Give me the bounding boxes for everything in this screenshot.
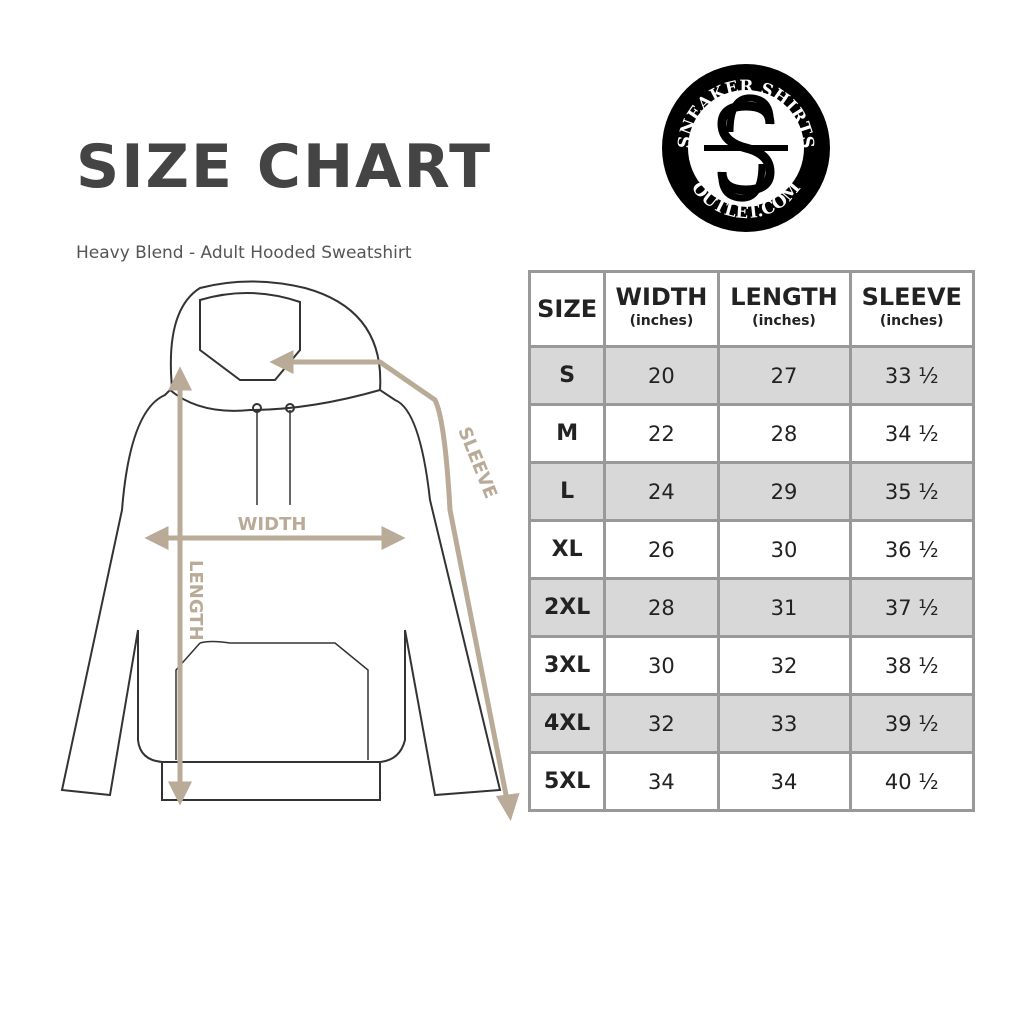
header-sleeve: SLEEVE (inches) bbox=[848, 270, 976, 348]
width-cell: 26 bbox=[603, 519, 720, 580]
sleeve-cell: 38 ½ bbox=[848, 635, 976, 696]
table-row: 3XL 30 32 38 ½ bbox=[527, 635, 976, 696]
size-cell: S bbox=[527, 345, 607, 406]
width-cell: 22 bbox=[603, 403, 720, 464]
length-cell: 30 bbox=[716, 519, 852, 580]
length-cell: 29 bbox=[716, 461, 852, 522]
table-row: 2XL 28 31 37 ½ bbox=[527, 577, 976, 638]
sleeve-cell: 33 ½ bbox=[848, 345, 976, 406]
width-cell: 34 bbox=[603, 751, 720, 812]
size-cell: XL bbox=[527, 519, 607, 580]
sleeve-cell: 34 ½ bbox=[848, 403, 976, 464]
table-row: L 24 29 35 ½ bbox=[527, 461, 976, 522]
size-cell: 3XL bbox=[527, 635, 607, 696]
width-label: WIDTH bbox=[238, 514, 307, 535]
table-row: 4XL 32 33 39 ½ bbox=[527, 693, 976, 754]
header-width: WIDTH (inches) bbox=[603, 270, 720, 348]
table-row: M 22 28 34 ½ bbox=[527, 403, 976, 464]
product-subtitle: Heavy Blend - Adult Hooded Sweatshirt bbox=[76, 243, 412, 263]
table-header-row: SIZE WIDTH (inches) LENGTH (inches) SLEEVE… bbox=[527, 270, 976, 348]
width-cell: 28 bbox=[603, 577, 720, 638]
sleeve-cell: 39 ½ bbox=[848, 693, 976, 754]
length-cell: 31 bbox=[716, 577, 852, 638]
width-cell: 32 bbox=[603, 693, 720, 754]
header-size: SIZE bbox=[527, 270, 607, 348]
sleeve-cell: 40 ½ bbox=[848, 751, 976, 812]
hoodie-diagram: WIDTH LENGTH SLEEVE bbox=[60, 280, 520, 822]
header-length: LENGTH (inches) bbox=[716, 270, 852, 348]
width-cell: 30 bbox=[603, 635, 720, 696]
size-cell: L bbox=[527, 461, 607, 522]
length-cell: 28 bbox=[716, 403, 852, 464]
size-cell: 5XL bbox=[527, 751, 607, 812]
sleeve-cell: 37 ½ bbox=[848, 577, 976, 638]
width-cell: 24 bbox=[603, 461, 720, 522]
length-label: LENGTH bbox=[185, 560, 206, 641]
sleeve-cell: 36 ½ bbox=[848, 519, 976, 580]
table-row: 5XL 34 34 40 ½ bbox=[527, 751, 976, 812]
width-cell: 20 bbox=[603, 345, 720, 406]
sleeve-cell: 35 ½ bbox=[848, 461, 976, 522]
size-cell: 2XL bbox=[527, 577, 607, 638]
size-cell: M bbox=[527, 403, 607, 464]
size-cell: 4XL bbox=[527, 693, 607, 754]
brand-logo: SNEAKER SHIRTS OUTLET.COM bbox=[662, 64, 830, 232]
size-table: SIZE WIDTH (inches) LENGTH (inches) SLEEVE… bbox=[527, 270, 976, 812]
page-title: SIZE CHART bbox=[76, 132, 493, 202]
length-cell: 32 bbox=[716, 635, 852, 696]
table-row: S 20 27 33 ½ bbox=[527, 345, 976, 406]
length-cell: 27 bbox=[716, 345, 852, 406]
length-cell: 34 bbox=[716, 751, 852, 812]
length-cell: 33 bbox=[716, 693, 852, 754]
sleeve-label: SLEEVE bbox=[453, 424, 501, 502]
table-row: XL 26 30 36 ½ bbox=[527, 519, 976, 580]
